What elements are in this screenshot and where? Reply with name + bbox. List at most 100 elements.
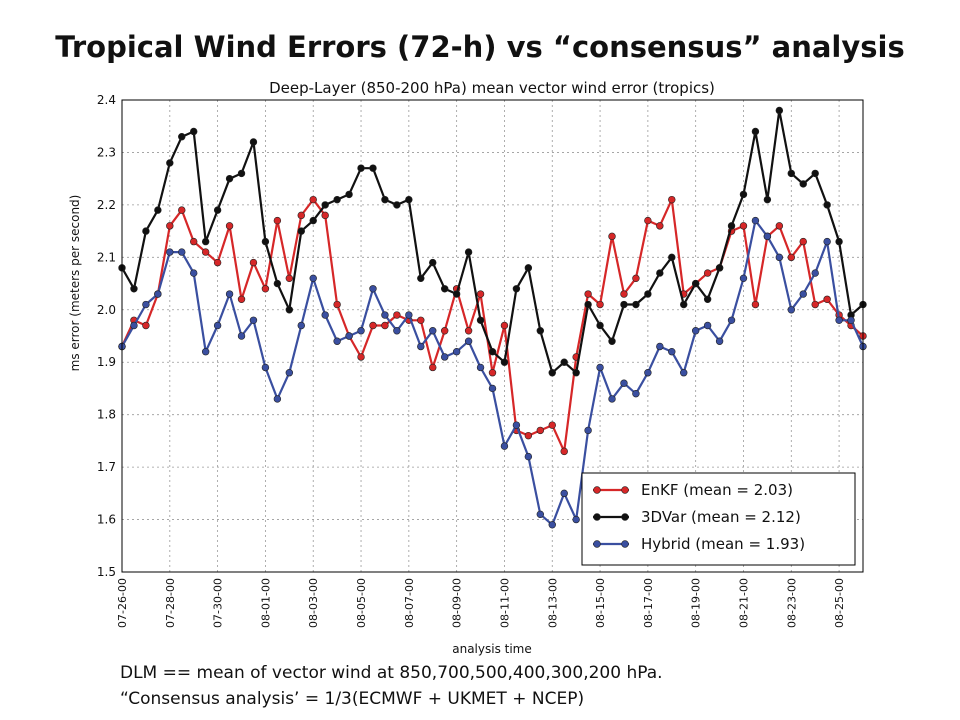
x-tick-label: 08-05-00 xyxy=(355,578,368,628)
data-point xyxy=(536,327,545,335)
data-point xyxy=(787,253,795,262)
data-point xyxy=(775,253,784,262)
data-point xyxy=(142,227,150,235)
data-point xyxy=(775,222,784,230)
data-point xyxy=(333,195,341,204)
data-point xyxy=(811,269,819,277)
data-point xyxy=(680,300,688,309)
x-tick-label: 07-30-00 xyxy=(212,578,225,628)
data-point xyxy=(656,342,664,351)
data-point xyxy=(393,311,401,319)
data-point xyxy=(548,521,556,529)
data-point xyxy=(190,237,198,246)
data-point xyxy=(393,327,401,335)
data-point xyxy=(297,211,305,220)
data-point xyxy=(548,421,556,429)
data-point xyxy=(691,279,700,288)
data-point xyxy=(225,174,234,183)
data-point xyxy=(237,332,246,340)
data-point xyxy=(476,316,485,324)
data-point xyxy=(178,248,186,256)
data-point xyxy=(524,264,533,272)
data-point xyxy=(560,489,568,498)
y-tick-label: 2.2 xyxy=(97,198,116,212)
data-point xyxy=(417,274,425,283)
data-point xyxy=(201,237,210,246)
data-point xyxy=(799,180,807,188)
data-point xyxy=(847,316,855,324)
data-point xyxy=(345,190,353,199)
data-point xyxy=(249,138,258,146)
y-tick-label: 1.7 xyxy=(97,460,116,474)
data-point xyxy=(608,395,616,403)
data-point xyxy=(572,369,580,377)
data-point xyxy=(751,216,760,225)
data-point xyxy=(357,327,365,335)
data-point xyxy=(225,290,234,298)
data-point xyxy=(130,285,138,293)
legend-swatch-marker xyxy=(621,513,629,521)
data-point xyxy=(620,379,628,387)
data-point xyxy=(405,195,413,204)
data-point xyxy=(584,290,592,298)
data-point xyxy=(680,369,688,377)
y-tick-label: 2.0 xyxy=(97,303,116,317)
data-point xyxy=(429,327,437,335)
data-point xyxy=(691,327,700,335)
data-point xyxy=(285,274,294,283)
data-point xyxy=(381,195,389,204)
data-point xyxy=(154,290,162,298)
y-tick-label: 1.8 xyxy=(97,408,116,422)
data-point xyxy=(429,363,437,372)
data-point xyxy=(452,290,461,298)
data-point xyxy=(751,127,760,136)
data-point xyxy=(333,300,341,309)
data-point xyxy=(369,285,377,293)
data-point xyxy=(273,216,282,225)
legend-label: 3DVar (mean = 2.12) xyxy=(641,508,801,526)
data-point xyxy=(130,321,138,330)
data-point xyxy=(178,133,186,141)
data-point xyxy=(620,290,628,298)
data-point xyxy=(249,258,258,267)
data-point xyxy=(739,274,748,283)
data-point xyxy=(703,321,712,330)
y-tick-label: 1.9 xyxy=(97,355,116,369)
data-point xyxy=(213,321,222,330)
data-point xyxy=(656,222,664,230)
data-point xyxy=(811,169,819,178)
series-layer xyxy=(118,106,867,529)
data-point xyxy=(429,258,437,267)
data-point xyxy=(536,510,545,519)
data-point xyxy=(225,222,234,230)
data-point xyxy=(166,159,174,167)
data-point xyxy=(321,311,329,319)
series-1 xyxy=(118,106,867,377)
data-point xyxy=(297,321,305,330)
data-point xyxy=(476,290,485,298)
legend: EnKF (mean = 2.03) 3DVar (mean = 2.12) Hyb… xyxy=(581,472,856,566)
data-point xyxy=(237,169,246,178)
x-tick-label: 08-01-00 xyxy=(259,578,272,628)
data-point xyxy=(787,306,795,314)
data-point xyxy=(440,327,449,335)
data-point xyxy=(751,300,760,309)
x-tick-label: 08-25-00 xyxy=(833,578,846,628)
data-point xyxy=(476,363,485,372)
data-point xyxy=(644,369,652,377)
data-point xyxy=(273,279,282,288)
data-point xyxy=(512,421,521,429)
data-point xyxy=(596,363,604,372)
data-point xyxy=(811,300,819,309)
series-2 xyxy=(118,216,867,529)
legend-swatch-marker xyxy=(621,540,629,548)
data-point xyxy=(440,285,449,293)
data-point xyxy=(417,316,425,324)
data-point xyxy=(309,274,317,283)
x-tick-label: 08-13-00 xyxy=(546,578,559,628)
data-point xyxy=(381,321,389,330)
data-point xyxy=(596,321,604,330)
data-point xyxy=(835,316,843,324)
data-point xyxy=(584,300,592,309)
data-point xyxy=(213,258,222,267)
